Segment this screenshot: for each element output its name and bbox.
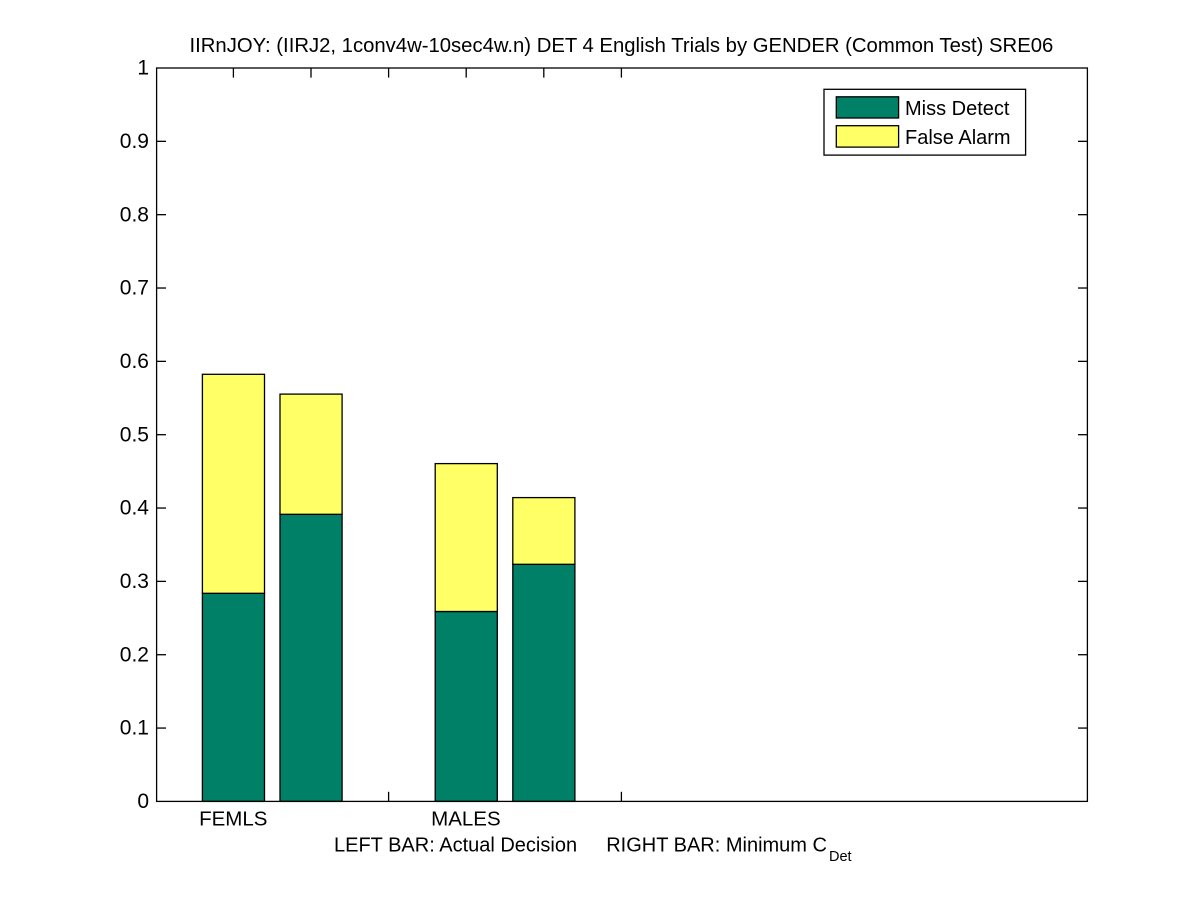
svg-text:Miss Detect: Miss Detect xyxy=(905,98,1010,120)
svg-text:False Alarm: False Alarm xyxy=(905,127,1011,149)
svg-text:FEMLS: FEMLS xyxy=(199,808,267,831)
svg-text:0.6: 0.6 xyxy=(120,350,149,373)
svg-text:0: 0 xyxy=(137,790,149,813)
svg-text:0.1: 0.1 xyxy=(120,717,149,740)
svg-text:0.4: 0.4 xyxy=(120,497,150,520)
svg-text:0.8: 0.8 xyxy=(120,203,149,226)
svg-text:LEFT BAR: Actual Decision: LEFT BAR: Actual Decision xyxy=(334,835,577,857)
svg-text:Det: Det xyxy=(829,849,852,865)
svg-text:0.3: 0.3 xyxy=(120,570,149,593)
svg-text:1: 1 xyxy=(137,57,149,80)
svg-text:RIGHT BAR: Minimum C: RIGHT BAR: Minimum C xyxy=(606,835,827,857)
svg-text:0.9: 0.9 xyxy=(120,130,149,153)
svg-text:IIRnJOY: (IIRJ2, 1conv4w-10sec: IIRnJOY: (IIRJ2, 1conv4w-10sec4w.n) DET … xyxy=(190,35,1054,57)
svg-text:0.5: 0.5 xyxy=(120,423,149,446)
svg-text:0.2: 0.2 xyxy=(120,643,149,666)
svg-text:MALES: MALES xyxy=(431,808,501,831)
svg-text:0.7: 0.7 xyxy=(120,277,149,300)
